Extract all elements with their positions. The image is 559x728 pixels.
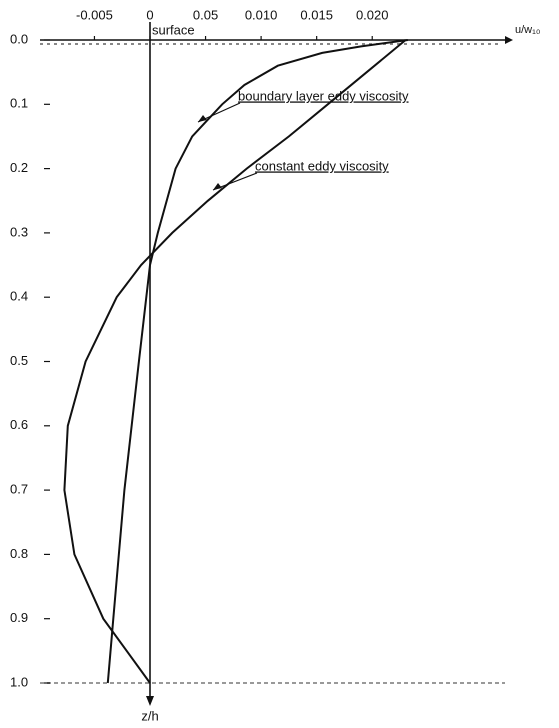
surface-label: surface — [152, 22, 195, 37]
y-tick-label: 0.5 — [10, 353, 28, 368]
x-tick-label: -0.005 — [76, 7, 113, 22]
y-tick-label: 0.4 — [10, 289, 28, 304]
x-tick-label: 0.05 — [193, 7, 218, 22]
y-tick-label: 0.1 — [10, 96, 28, 111]
series-label: boundary layer eddy viscosity — [238, 88, 409, 103]
y-tick-label: 1.0 — [10, 674, 28, 689]
x-axis-label: u/w₁₀ — [515, 24, 540, 36]
x-tick-label: 0.015 — [300, 7, 333, 22]
y-tick-label: 0.9 — [10, 610, 28, 625]
x-tick-label: 0.010 — [245, 7, 278, 22]
x-axis-arrow — [505, 36, 513, 44]
y-axis-arrow — [146, 696, 154, 706]
y-tick-label: 0.0 — [10, 31, 28, 46]
x-tick-label: 0 — [146, 7, 153, 22]
y-tick-label: 0.3 — [10, 224, 28, 239]
profile-line — [63, 39, 407, 684]
y-tick-label: 0.7 — [10, 482, 28, 497]
series-label: constant eddy viscosity — [255, 158, 389, 173]
y-tick-label: 0.2 — [10, 160, 28, 175]
x-tick-label: 0.020 — [356, 7, 389, 22]
leader-arrow — [213, 183, 222, 190]
y-axis-label: z/h — [141, 708, 158, 723]
profile-line — [106, 39, 408, 684]
y-tick-label: 0.6 — [10, 417, 28, 432]
leader-arrow — [198, 115, 207, 122]
y-tick-label: 0.8 — [10, 546, 28, 561]
